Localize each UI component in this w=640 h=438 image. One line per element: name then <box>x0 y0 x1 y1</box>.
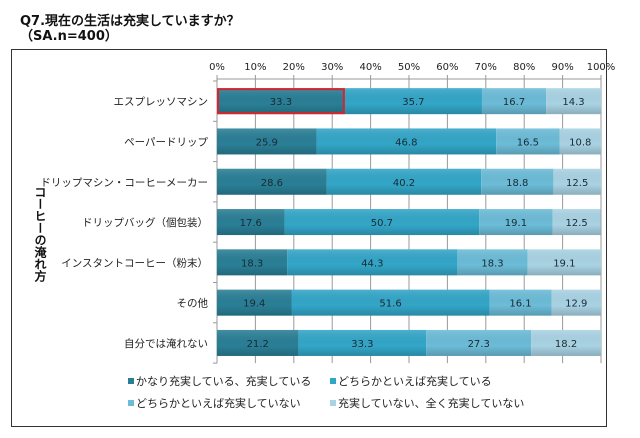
data-label: 40.2 <box>393 178 415 189</box>
bar-segment-shade <box>559 128 601 155</box>
legend-swatch <box>128 400 134 406</box>
bar-segment-shade <box>217 88 345 115</box>
category-label: インスタントコーヒー（粉末） <box>61 256 208 269</box>
bar-segment-shade <box>426 329 532 356</box>
bar-segment-shade <box>481 88 547 115</box>
legend-label: 充実していない、全く充実していない <box>338 396 524 410</box>
legend-swatch <box>128 378 134 384</box>
bar-segment-shade <box>457 249 528 276</box>
data-label: 33.3 <box>351 339 373 350</box>
category-label: ドリップバッグ（個包装） <box>82 216 208 229</box>
data-label: 19.1 <box>505 218 527 229</box>
data-label: 46.8 <box>395 137 417 148</box>
category-label: 自分では淹れない <box>124 337 208 350</box>
x-tick-label: 30% <box>321 62 343 73</box>
data-label: 16.5 <box>517 137 539 148</box>
bar-segment-shade <box>496 128 560 155</box>
data-label: 10.8 <box>569 137 591 148</box>
data-label: 17.6 <box>240 218 262 229</box>
legend-label: かなり充実している、充実している <box>136 374 311 388</box>
x-tick-label: 80% <box>513 62 535 73</box>
legend-label: どちらかといえば充実している <box>338 374 492 388</box>
data-label: 16.7 <box>503 97 525 108</box>
data-label: 50.7 <box>371 218 393 229</box>
bar-segment-shade <box>489 289 552 316</box>
bar-segment-shade <box>316 128 497 155</box>
chart-subtitle: （SA.n=400） <box>20 29 118 44</box>
data-label: 33.3 <box>270 97 292 108</box>
data-label: 14.3 <box>562 97 584 108</box>
bar-segment-shade <box>291 289 490 316</box>
bar-segment-shade <box>284 209 480 236</box>
category-label: ドリップマシン・コーヒーメーカー <box>40 177 208 189</box>
data-label: 18.3 <box>241 258 263 269</box>
bar-segment-shade <box>344 88 482 115</box>
y-axis-title: コーヒーの淹れ方 <box>33 186 47 283</box>
bar-segment-shade <box>481 168 554 195</box>
bar-segment-shade <box>552 209 601 236</box>
bar-segment-shade <box>527 249 601 276</box>
legend-label: どちらかといえば充実していない <box>136 396 301 410</box>
bar-segment-shade <box>217 209 285 236</box>
data-label: 18.8 <box>506 178 528 189</box>
bar-segment-shade <box>546 88 601 115</box>
data-label: 35.7 <box>402 97 424 108</box>
chart-title: Q7.現在の生活は充実していますか？ <box>20 14 240 29</box>
data-label: 19.1 <box>553 258 575 269</box>
x-tick-label: 10% <box>244 62 266 73</box>
data-label: 18.2 <box>555 339 577 350</box>
data-label: 27.3 <box>468 339 490 350</box>
data-label: 51.6 <box>379 299 401 310</box>
x-tick-label: 100% <box>587 62 616 73</box>
data-label: 28.6 <box>261 178 283 189</box>
category-label: その他 <box>177 297 209 310</box>
data-label: 21.2 <box>247 339 269 350</box>
highlight-box <box>217 88 345 115</box>
category-label: ペーパードリップ <box>124 136 208 148</box>
bar-segment-shade <box>217 329 299 356</box>
data-label: 12.9 <box>565 299 587 310</box>
data-label: 16.1 <box>509 299 531 310</box>
bar-segment-shade <box>217 128 317 155</box>
data-label: 25.9 <box>256 137 278 148</box>
legend-swatch <box>330 400 336 406</box>
category-label: エスプレッソマシン <box>114 96 209 108</box>
x-tick-label: 90% <box>551 62 573 73</box>
bar-segment-shade <box>217 289 292 316</box>
bar-segment-shade <box>217 249 288 276</box>
bar-segment-shade <box>479 209 553 236</box>
bar-segment-shade <box>531 329 601 356</box>
data-label: 18.3 <box>481 258 503 269</box>
x-tick-label: 60% <box>436 62 458 73</box>
bar-segment-shade <box>553 168 601 195</box>
legend-swatch <box>330 378 336 384</box>
bar-segment-shade <box>287 249 458 276</box>
data-label: 19.4 <box>243 299 265 310</box>
bar-segment-shade <box>217 168 327 195</box>
x-tick-label: 40% <box>359 62 381 73</box>
bar-segment-shade <box>551 289 601 316</box>
x-tick-label: 70% <box>475 62 497 73</box>
x-tick-label: 20% <box>283 62 305 73</box>
x-tick-label: 0% <box>209 62 225 73</box>
data-label: 12.5 <box>566 178 588 189</box>
chart-frame <box>11 49 607 427</box>
data-label: 44.3 <box>361 258 383 269</box>
bar-segment-shade <box>298 329 427 356</box>
x-tick-label: 50% <box>398 62 420 73</box>
data-label: 12.5 <box>565 218 587 229</box>
bar-segment-shade <box>326 168 482 195</box>
